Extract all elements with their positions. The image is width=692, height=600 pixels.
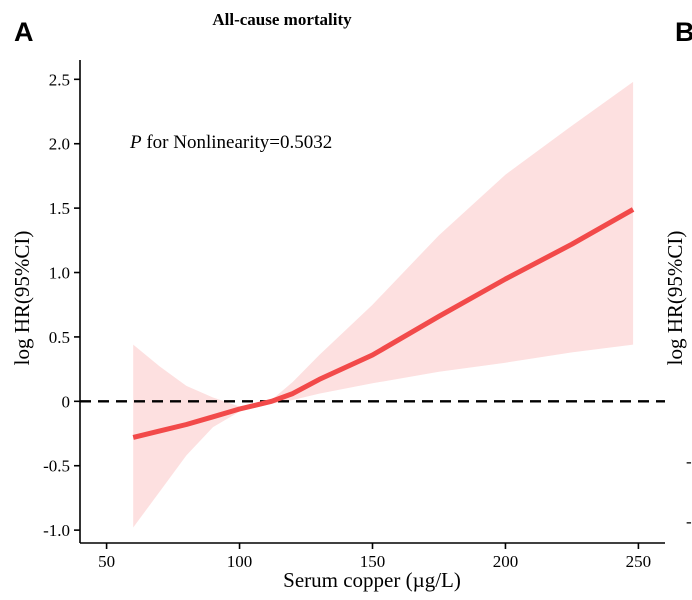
y-tick-label: -1.0 (43, 521, 70, 540)
y-tick-label: 1.0 (49, 264, 70, 283)
right-panel-tick-label: - (686, 452, 692, 471)
right-panel-y-axis-label: log HR(95%CI) (663, 231, 687, 366)
y-tick-label: 0 (62, 392, 71, 411)
x-tick-label: 250 (626, 552, 652, 571)
y-tick-label: 2.0 (49, 135, 70, 154)
y-tick-label: 1.5 (49, 199, 70, 218)
y-tick-label: 0.5 (49, 328, 70, 347)
annotation-text: for Nonlinearity=0.5032 (142, 132, 333, 153)
x-tick-label: 150 (360, 552, 386, 571)
x-tick-label: 100 (227, 552, 253, 571)
y-tick-label: -0.5 (43, 457, 70, 476)
nonlinearity-annotation: P for Nonlinearity=0.5032 (129, 132, 332, 153)
x-tick-label: 50 (98, 552, 115, 571)
confidence-band (133, 81, 634, 528)
chart-title: All-cause mortality (212, 10, 352, 29)
y-tick-label: 2.5 (49, 70, 70, 89)
x-axis-label: Serum copper (µg/L) (283, 568, 461, 592)
y-axis-label: log HR(95%CI) (10, 231, 34, 366)
annotation-p: P (129, 132, 142, 153)
x-tick-label: 200 (493, 552, 519, 571)
x-ticks: 50 100 150 200 250 (98, 543, 651, 571)
panel-label-b: B (675, 17, 692, 47)
y-ticks: -1.0 -0.5 0 0.5 1.0 1.5 2.0 2.5 (43, 70, 80, 540)
plot-area (80, 81, 665, 528)
hr-curve (132, 207, 635, 440)
panel-label-a: A (14, 17, 34, 47)
right-panel-tick-label: - (686, 512, 692, 531)
